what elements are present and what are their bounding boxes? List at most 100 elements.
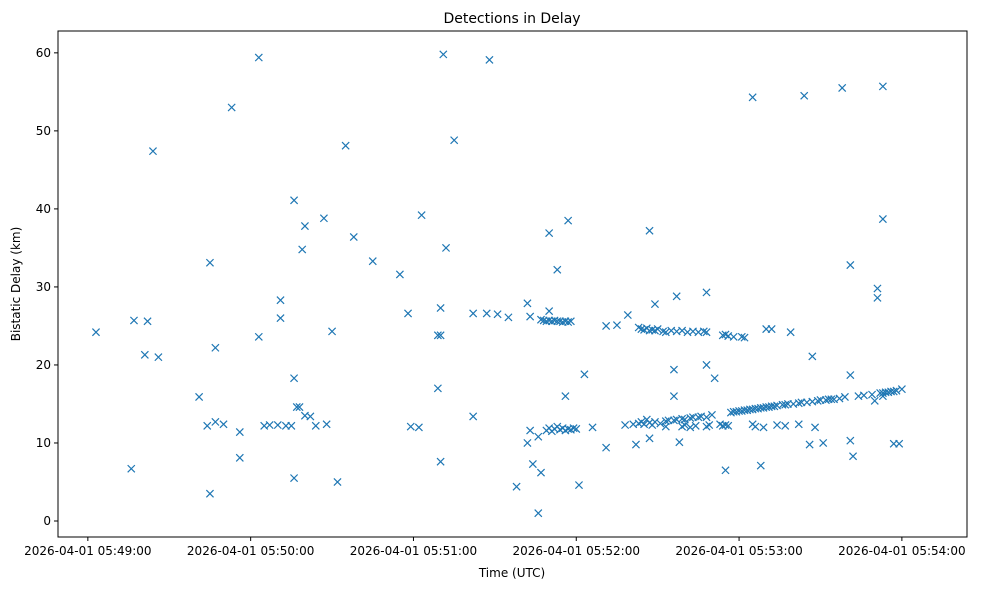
data-point-marker — [621, 421, 630, 430]
x-tick-label: 2026-04-01 05:50:00 — [187, 544, 314, 558]
data-point-marker — [436, 303, 445, 313]
data-point-marker — [781, 400, 790, 409]
data-point-marker — [395, 270, 404, 279]
data-point-marker — [840, 392, 849, 401]
data-point-marker — [140, 350, 149, 359]
data-point-marker — [849, 452, 858, 461]
data-point-marker — [819, 438, 828, 448]
data-point-marker — [870, 396, 879, 405]
data-point-marker — [781, 421, 790, 430]
data-point-marker — [675, 438, 684, 447]
data-point-marker — [659, 327, 668, 336]
data-point-marker — [265, 421, 274, 430]
data-point-marker — [235, 428, 244, 437]
data-point-marker — [702, 328, 711, 337]
y-tick-label: 60 — [36, 46, 51, 60]
data-point-marker — [721, 466, 730, 475]
data-point-marker — [770, 402, 779, 411]
data-point-marker — [276, 296, 285, 305]
data-point-marker — [553, 265, 562, 274]
y-tick-label: 0 — [43, 514, 51, 528]
chart-title: Detections in Delay — [443, 11, 580, 27]
data-point-marker — [729, 332, 738, 341]
data-point-marker — [295, 403, 304, 412]
data-point-marker — [686, 413, 695, 423]
data-point-marker — [450, 136, 459, 145]
data-point-marker — [319, 214, 328, 223]
data-point-marker — [737, 332, 746, 341]
data-point-marker — [205, 258, 214, 267]
data-point-marker — [528, 460, 537, 469]
data-point-marker — [219, 420, 228, 429]
data-point-marker — [702, 360, 711, 369]
data-point-marker — [561, 392, 570, 401]
data-point-marker — [602, 443, 611, 452]
data-point-marker — [306, 412, 315, 421]
data-point-marker — [612, 321, 621, 330]
data-point-marker — [661, 422, 670, 431]
data-point-marker — [273, 421, 282, 430]
data-point-marker — [661, 328, 670, 337]
data-point-marker — [759, 423, 768, 432]
data-point-marker — [368, 257, 377, 266]
data-point-marker — [680, 421, 689, 430]
data-point-marker — [846, 436, 855, 445]
data-point-marker — [154, 353, 163, 362]
data-point-marker — [292, 403, 301, 412]
data-point-marker — [512, 482, 521, 491]
data-point-marker — [669, 365, 678, 374]
data-point-marker — [254, 332, 263, 341]
y-tick-label: 20 — [36, 358, 51, 372]
data-point-marker — [699, 327, 708, 336]
data-point-marker — [631, 440, 640, 449]
data-point-marker — [545, 307, 554, 316]
data-point-marker — [878, 215, 887, 224]
data-point-marker — [669, 416, 678, 425]
data-point-marker — [290, 474, 299, 483]
data-point-marker — [205, 489, 214, 498]
data-point-marker — [254, 53, 263, 62]
data-point-marker — [669, 392, 678, 401]
data-point-marker — [441, 243, 451, 252]
data-point-marker — [873, 284, 882, 293]
data-point-marker — [523, 438, 532, 448]
y-tick-label: 30 — [36, 280, 51, 294]
data-point-marker — [580, 370, 589, 379]
data-point-marker — [290, 196, 299, 205]
data-point-marker — [838, 83, 847, 92]
y-axis-label: Bistatic Delay (km) — [9, 227, 23, 342]
data-point-marker — [767, 325, 776, 334]
data-point-marker — [227, 103, 236, 112]
data-point-marker — [794, 420, 803, 429]
data-point-marker — [705, 421, 714, 430]
y-tick-label: 40 — [36, 202, 51, 216]
data-point-marker — [414, 423, 423, 432]
data-point-marker — [564, 216, 573, 225]
data-point-marker — [691, 421, 700, 430]
data-point-marker — [895, 439, 904, 448]
x-tick-label: 2026-04-01 05:54:00 — [838, 544, 965, 558]
data-points — [91, 50, 906, 518]
data-point-marker — [678, 414, 687, 423]
data-point-marker — [846, 371, 855, 380]
data-point-marker — [656, 419, 665, 428]
y-tick-label: 10 — [36, 436, 51, 450]
data-point-marker — [640, 420, 649, 429]
data-point-marker — [827, 395, 836, 404]
data-point-marker — [756, 461, 765, 470]
data-point-marker — [311, 421, 320, 430]
data-point-marker — [433, 384, 442, 393]
x-tick-label: 2026-04-01 05:51:00 — [350, 544, 477, 558]
data-point-marker — [404, 309, 413, 318]
data-point-marker — [686, 423, 695, 432]
data-point-marker — [588, 423, 597, 432]
data-point-marker — [786, 328, 795, 337]
data-point-marker — [211, 417, 220, 426]
data-point-marker — [889, 387, 898, 396]
data-point-marker — [811, 423, 820, 432]
data-point-marker — [482, 309, 491, 318]
data-point-marker — [721, 421, 730, 430]
data-point-marker — [349, 232, 358, 242]
data-point-marker — [129, 316, 139, 325]
